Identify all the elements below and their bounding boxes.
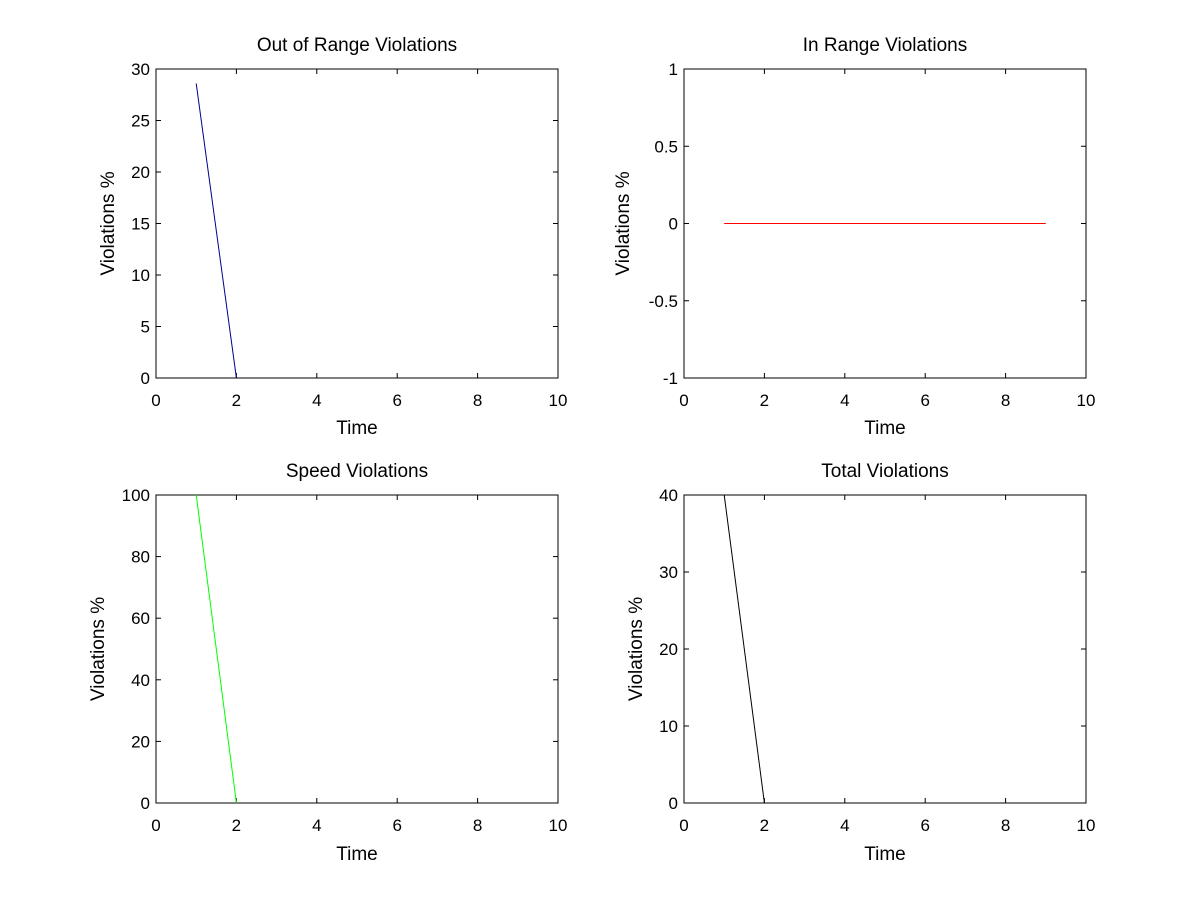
series-group [195,83,237,379]
x-tick-label: 2 [760,816,769,835]
subplot-total-violations: Total Violations Time Violations % 0 2 4 6 8… [626,461,1095,865]
x-tick-label: 8 [1001,391,1010,410]
x-tick-label: 2 [232,816,241,835]
chart-title: Out of Range Violations [257,35,457,56]
x-tick-label: 6 [392,816,401,835]
y-tick-label: 20 [659,640,678,659]
series-group [195,494,237,804]
y-tick-label: 100 [122,486,150,505]
y-tick-label: 0 [141,794,150,813]
y-tick-label: 10 [659,717,678,736]
x-tick-label: 4 [312,816,321,835]
y-axis-label: Violations % [88,597,109,701]
series-line-0 [195,83,237,379]
y-tick-label: 15 [131,215,150,234]
x-axis-label: Time [336,844,378,865]
y-tick-label: -1 [663,369,678,388]
chart-title: Total Violations [821,461,948,482]
y-axis-label: Violations % [613,171,634,275]
y-axis-label: Violations % [626,597,647,701]
x-tick-label: 8 [473,391,482,410]
x-tick-label: 2 [232,391,241,410]
y-tick-label: 40 [131,671,150,690]
tick-group: 0 2 4 6 8 10 -1 -0.5 0 0.5 1 [649,60,1096,410]
plot-area [155,68,559,379]
y-tick-label: -0.5 [649,292,678,311]
tick-group: 0 2 4 6 8 10 0 10 20 30 40 [659,486,1095,835]
y-tick-label: 0 [141,369,150,388]
x-axis-label: Time [864,418,906,439]
y-tick-label: 30 [131,60,150,79]
y-tick-label: 1 [669,60,678,79]
y-tick-label: 60 [131,609,150,628]
y-tick-label: 20 [131,732,150,751]
x-tick-label: 10 [549,391,568,410]
y-tick-label: 25 [131,112,150,131]
y-tick-label: 20 [131,163,150,182]
chart-title: In Range Violations [803,35,967,56]
x-tick-label: 6 [920,816,929,835]
y-tick-label: 40 [659,486,678,505]
y-tick-label: 30 [659,563,678,582]
subplot-out-of-range-violations: Out of Range Violations Time Violations … [98,35,567,439]
x-tick-label: 4 [312,391,321,410]
plot-area [683,494,1087,804]
series-group [723,494,765,804]
y-tick-label: 80 [131,548,150,567]
x-tick-label: 4 [840,391,849,410]
subplot-in-range-violations: In Range Violations Time Violations % 0 2… [613,35,1095,439]
x-tick-label: 0 [679,391,688,410]
y-tick-label: 0 [669,215,678,234]
x-axis-label: Time [336,418,378,439]
x-tick-label: 0 [679,816,688,835]
chart-title: Speed Violations [286,461,428,482]
x-tick-label: 8 [1001,816,1010,835]
tick-group: 0 2 4 6 8 10 0 5 10 15 20 25 30 [131,60,567,410]
x-tick-label: 8 [473,816,482,835]
x-tick-label: 0 [151,816,160,835]
subplot-speed-violations: Speed Violations Time Violations % 0 2 4 6 8… [88,461,567,865]
x-tick-label: 6 [392,391,401,410]
x-tick-label: 10 [549,816,568,835]
y-tick-label: 5 [141,318,150,337]
y-tick-label: 10 [131,266,150,285]
y-axis-label: Violations % [98,171,119,275]
x-axis-label: Time [864,844,906,865]
y-tick-label: 0.5 [654,137,678,156]
y-tick-label: 0 [669,794,678,813]
x-tick-label: 6 [920,391,929,410]
x-tick-label: 10 [1077,816,1096,835]
plot-area [155,494,559,804]
x-tick-label: 0 [151,391,160,410]
x-tick-label: 4 [840,816,849,835]
series-line-0 [723,494,765,804]
x-tick-label: 2 [760,391,769,410]
x-tick-label: 10 [1077,391,1096,410]
series-line-0 [195,494,237,804]
